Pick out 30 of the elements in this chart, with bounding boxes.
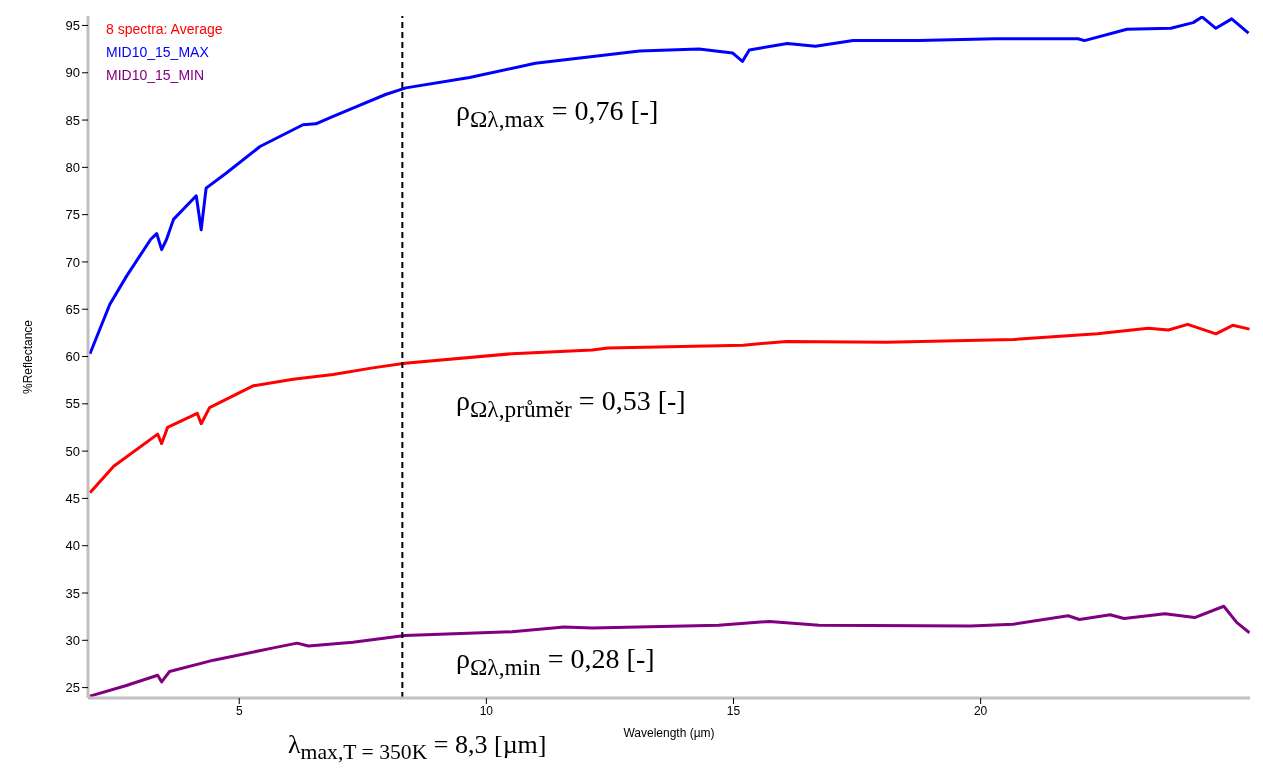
annotation: ρ$_{Ωλ,průměr}$ = 0,53 [-]	[456, 385, 686, 424]
y-axis-title: %Reflectance	[21, 319, 36, 395]
line-series	[88, 16, 1250, 356]
line-series	[88, 322, 1250, 495]
y-tick-label: 75	[65, 207, 80, 223]
y-tick-label: 65	[65, 301, 80, 317]
x-tick-label: 20	[973, 703, 988, 718]
y-tick-label: 35	[65, 585, 80, 601]
text: λ$_{max,T = 350K}$ = 8,3 [µm]	[288, 730, 547, 767]
y-tick-label: 80	[65, 159, 80, 175]
y-tick-label: 60	[65, 349, 80, 365]
y-tick-label: 25	[65, 680, 80, 696]
annotation: ρ$_{Ωλ,min}$ = 0,28 [-]	[456, 643, 655, 682]
annotation: ρ$_{Ωλ,max}$ = 0,76 [-]	[456, 95, 659, 134]
x-tick-label: 10	[479, 703, 494, 718]
y-tick-label: 30	[65, 632, 80, 648]
y-tick-label: 45	[65, 491, 80, 507]
text: 8 spectra: Average	[106, 20, 224, 39]
y-tick-label: 85	[65, 112, 80, 128]
y-tick-label: 70	[65, 254, 80, 270]
y-tick-label: 40	[65, 538, 80, 554]
x-tick-label: 5	[235, 703, 243, 718]
x-tick-label: 15	[726, 703, 741, 718]
y-tick-label: 95	[65, 18, 80, 34]
text: MID10_15_MIN	[106, 66, 206, 85]
y-tick-label: 50	[65, 443, 80, 459]
x-axis-title: Wavelength (µm)	[623, 725, 715, 740]
y-tick-label: 90	[65, 65, 80, 81]
text: MID10_15_MAX	[106, 43, 210, 62]
y-tick-label: 55	[65, 396, 80, 412]
